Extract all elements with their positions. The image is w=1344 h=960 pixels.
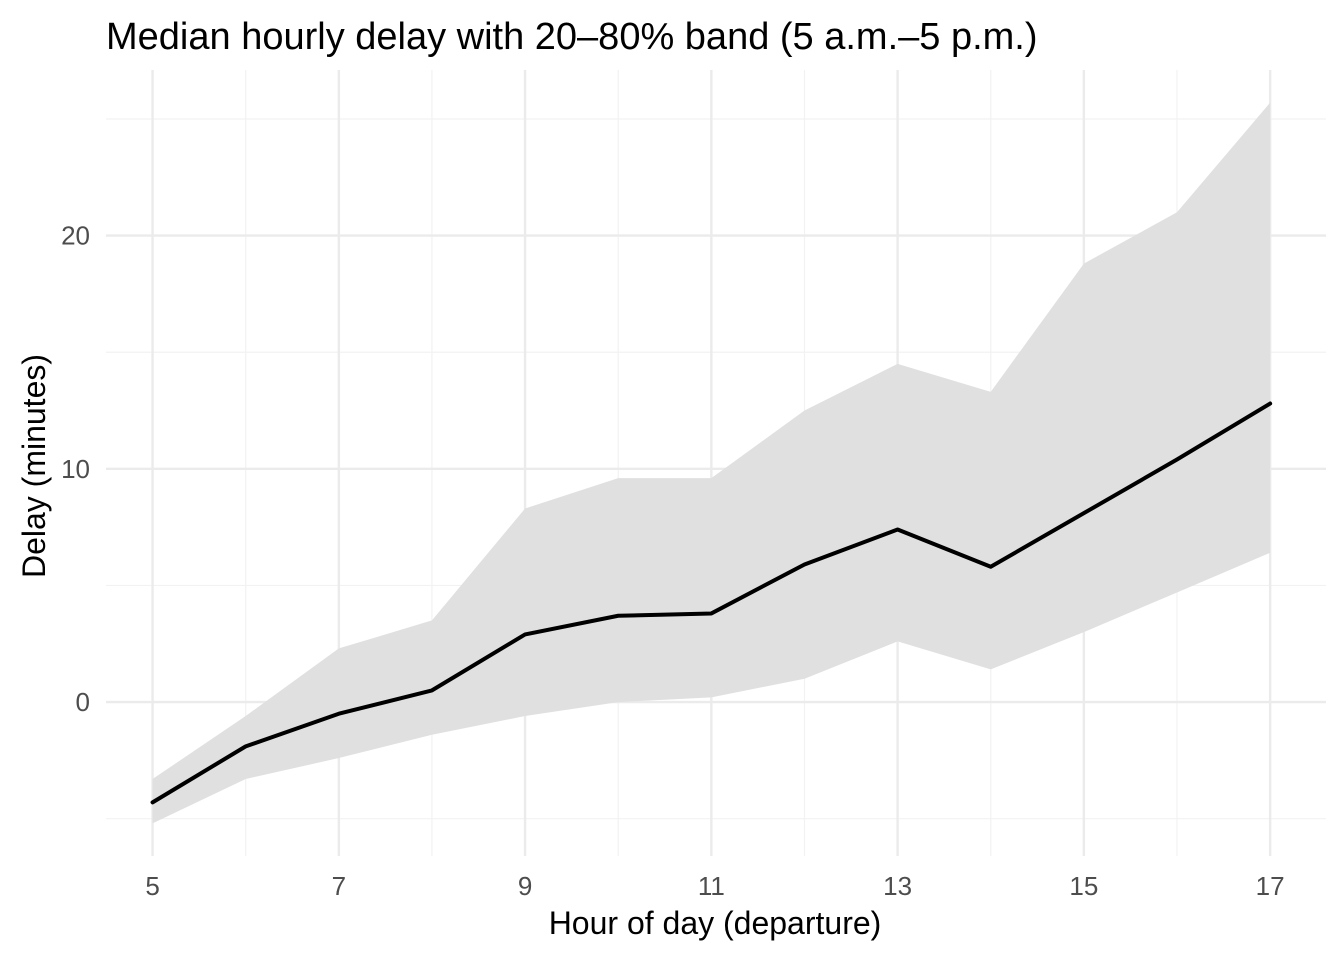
x-tick-label-17: 17	[1256, 871, 1285, 901]
x-tick-label-15: 15	[1069, 871, 1098, 901]
x-tick-label-13: 13	[883, 871, 912, 901]
median-line	[150, 401, 1273, 805]
y-tick-label-0: 0	[76, 687, 90, 717]
chart-title: Median hourly delay with 20–80% band (5 …	[106, 16, 1038, 58]
x-tick-label-9: 9	[518, 871, 532, 901]
y-tick-label-20: 20	[61, 221, 90, 251]
x-tick-labels: 5 7 9 11 13 15 17	[145, 871, 1284, 901]
x-tick-label-11: 11	[698, 871, 725, 901]
x-tick-label-7: 7	[332, 871, 346, 901]
y-axis-title: Delay (minutes)	[16, 354, 52, 578]
percentile-band-20-80	[152, 102, 1271, 824]
major-gridlines	[106, 70, 1326, 856]
x-tick-label-5: 5	[145, 871, 159, 901]
y-tick-labels: 0 10 20	[61, 221, 90, 717]
x-axis-title: Hour of day (departure)	[549, 905, 882, 941]
y-tick-label-10: 10	[61, 454, 90, 484]
